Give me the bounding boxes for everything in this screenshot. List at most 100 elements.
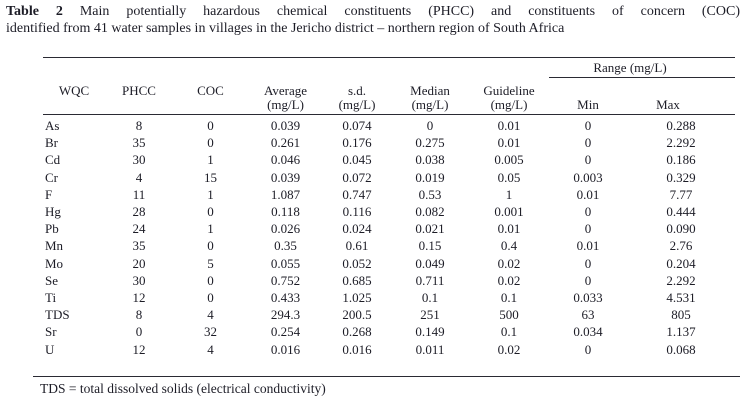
cell-phcc: 4: [135, 169, 143, 185]
cell-min: 0: [584, 341, 592, 357]
cell-median: 0.019: [415, 169, 445, 185]
cell-phcc: 8: [135, 307, 143, 323]
cell-average: 0.254: [270, 324, 301, 340]
col-header-wqc: WQC: [43, 77, 105, 115]
col-header-label: s.d.: [347, 82, 367, 98]
cell-guideline: 500: [499, 307, 519, 323]
cell-coc: 5: [207, 255, 214, 271]
cell-sd: 0.024: [342, 221, 372, 237]
cell-min: 0: [584, 135, 592, 151]
cell-guideline: 0.1: [500, 324, 518, 340]
cell-average: 0.752: [270, 272, 301, 288]
cell-guideline: 0.01: [497, 135, 521, 151]
cell-max: 0.186: [666, 152, 696, 168]
cell-wqc: Hg: [45, 204, 61, 220]
table-row: TDS 8 4 294.3 200.5 251 500 63 805: [43, 306, 735, 323]
cell-wqc: Ti: [45, 290, 57, 306]
cell-coc: 32: [204, 324, 217, 340]
cell-min: 0.01: [576, 186, 600, 202]
cell-phcc: 12: [132, 290, 146, 306]
cell-median: 0.711: [415, 272, 445, 288]
table-row: U 12 4 0.016 0.016 0.011 0.02 0 0.068: [43, 341, 735, 358]
caption-line-1: Table 2 Main potentially hazardous chemi…: [6, 3, 740, 20]
col-header-unit: (mg/L): [490, 96, 528, 112]
cell-phcc: 8: [135, 118, 143, 133]
table-row: Cr 4 15 0.039 0.072 0.019 0.05 0.003 0.329: [43, 169, 735, 186]
cell-coc: 0: [207, 118, 214, 133]
col-header-label: Median: [410, 82, 450, 98]
header-spacer: [43, 58, 549, 78]
cell-average: 0.016: [270, 341, 301, 357]
col-header-unit: (mg/L): [411, 96, 449, 112]
cell-average: 0.35: [274, 238, 297, 254]
cell-wqc: Cd: [45, 152, 61, 168]
cell-guideline: 0.02: [497, 341, 521, 357]
col-header-sd: s.d. (mg/L): [323, 77, 391, 115]
cell-phcc: 35: [132, 135, 146, 151]
cell-max: 2.292: [666, 135, 696, 151]
cell-sd: 0.685: [342, 272, 372, 288]
col-header-label: WQC: [58, 82, 90, 98]
col-header-unit: (mg/L): [338, 96, 376, 112]
col-header-median: Median (mg/L): [391, 77, 469, 115]
table-row: Cd 30 1 0.046 0.045 0.038 0.005 0 0.186: [43, 151, 735, 168]
cell-guideline: 0.001: [494, 204, 524, 220]
cell-median: 0: [426, 118, 434, 133]
cell-min: 0: [584, 255, 592, 271]
cell-min: 0: [584, 118, 592, 133]
cell-sd: 0.045: [342, 152, 372, 168]
cell-wqc: Mn: [45, 238, 64, 254]
table-number-label: Table 2: [6, 4, 63, 19]
cell-sd: 0.072: [342, 169, 372, 185]
cell-wqc: Br: [45, 135, 58, 151]
cell-phcc: 28: [132, 204, 146, 220]
cell-sd: 200.5: [342, 307, 372, 323]
cell-coc: 1: [207, 221, 214, 237]
cell-sd: 0.016: [342, 341, 372, 357]
cell-phcc: 30: [132, 152, 146, 168]
cell-wqc: Sr: [45, 324, 57, 340]
cell-average: 0.118: [271, 204, 300, 220]
cell-median: 0.275: [415, 135, 445, 151]
cell-min: 63: [581, 307, 595, 323]
table-header: Range (mg/L) WQC PHCC COC Average (mg/L): [43, 57, 736, 115]
cell-coc: 0: [207, 272, 214, 288]
cell-sd: 0.61: [345, 238, 369, 254]
phcc-coc-table: Range (mg/L) WQC PHCC COC Average (mg/L): [43, 57, 736, 358]
cell-sd: 1.025: [342, 290, 372, 306]
col-header-label: PHCC: [122, 82, 156, 98]
cell-coc: 0: [207, 238, 214, 254]
cell-min: 0.003: [573, 169, 603, 185]
cell-coc: 0: [207, 290, 214, 306]
cell-average: 1.087: [270, 186, 301, 202]
cell-phcc: 30: [132, 272, 146, 288]
cell-max: 0.204: [666, 255, 696, 271]
cell-average: 0.026: [270, 221, 301, 237]
cell-coc: 0: [207, 135, 214, 151]
cell-max: 2.292: [666, 272, 696, 288]
cell-median: 0.049: [415, 255, 445, 271]
table-row: Se 30 0 0.752 0.685 0.711 0.02 0 2.292: [43, 272, 735, 289]
cell-phcc: 0: [135, 324, 143, 340]
table-row: As 8 0 0.039 0.074 0 0.01 0 0.288: [43, 115, 735, 135]
cell-average: 0.039: [270, 118, 301, 133]
cell-wqc: Se: [45, 272, 58, 288]
cell-min: 0: [584, 152, 592, 168]
cell-max: 805: [671, 307, 691, 323]
cell-coc: 15: [204, 169, 217, 185]
cell-max: 7.77: [669, 186, 693, 202]
cell-max: 4.531: [666, 290, 696, 306]
cell-max: 0.090: [666, 221, 696, 237]
cell-median: 0.011: [415, 341, 445, 357]
cell-min: 0: [584, 204, 592, 220]
cell-min: 0.034: [573, 324, 603, 340]
col-header-label: Guideline: [483, 82, 535, 98]
cell-coc: 0: [207, 204, 214, 220]
col-header-unit: (mg/L): [267, 96, 304, 112]
cell-median: 251: [420, 307, 440, 323]
table-row: Br 35 0 0.261 0.176 0.275 0.01 0 2.292: [43, 134, 735, 151]
cell-min: 0.01: [576, 238, 600, 254]
cell-guideline: 0.01: [497, 118, 521, 133]
cell-average: 0.261: [270, 135, 301, 151]
cell-median: 0.149: [415, 324, 445, 340]
